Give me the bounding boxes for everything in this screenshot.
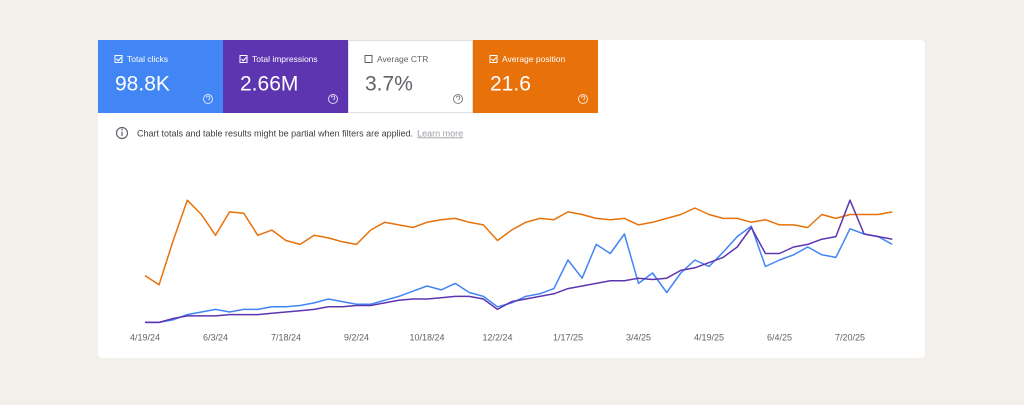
card-label: Average CTR	[377, 54, 428, 64]
card-value: 2.66M	[240, 73, 298, 96]
metric-card[interactable]: Average CTR 3.7%	[348, 40, 473, 113]
checkbox	[114, 55, 123, 63]
card-value: 21.6	[490, 73, 531, 96]
x-tick-label: 10/18/24	[409, 332, 444, 342]
panel	[98, 40, 925, 358]
checkmark	[241, 57, 247, 62]
help-icon-mark	[580, 95, 586, 101]
info-icon	[115, 126, 129, 140]
x-tick-label: 6/3/24	[203, 332, 228, 342]
help-icon-mark	[330, 95, 336, 101]
card-label: Average position	[502, 54, 565, 64]
help-icon-mark	[205, 95, 211, 101]
series-line	[144, 199, 893, 286]
card-label: Total impressions	[252, 54, 318, 64]
metric-card[interactable]: Total clicks 98.8K	[98, 40, 223, 113]
x-tick-label: 6/4/25	[767, 332, 792, 342]
x-tick-label: 3/4/25	[626, 332, 651, 342]
x-tick-label: 1/17/25	[553, 332, 583, 342]
x-tick-label: 7/18/24	[271, 332, 301, 342]
checkmark	[116, 57, 122, 62]
checkbox	[239, 55, 248, 63]
metric-card[interactable]: Total impressions 2.66M	[223, 40, 348, 113]
x-tick-label: 7/20/25	[835, 332, 865, 342]
help-icon	[578, 94, 588, 104]
checkbox	[489, 55, 498, 63]
learn-more-link[interactable]: Learn more	[417, 128, 463, 138]
card-background	[348, 40, 473, 113]
card-background	[223, 40, 348, 113]
card-background	[473, 40, 598, 113]
help-icon	[203, 94, 213, 104]
x-tick-label: 4/19/25	[694, 332, 724, 342]
checkmark	[491, 57, 497, 62]
card-value: 98.8K	[115, 73, 170, 96]
checkbox	[364, 55, 373, 63]
metric-card[interactable]: Average position 21.6	[473, 40, 598, 113]
x-tick-label: 9/2/24	[344, 332, 369, 342]
x-tick-label: 4/19/24	[130, 332, 160, 342]
series-line	[145, 199, 893, 324]
help-icon	[328, 94, 338, 104]
help-icon-mark	[455, 95, 461, 101]
card-border	[348, 40, 473, 113]
card-value: 3.7%	[365, 73, 413, 96]
card-background	[98, 40, 223, 113]
help-icon	[453, 94, 463, 104]
x-tick-label: 12/2/24	[482, 332, 512, 342]
card-label: Total clicks	[127, 54, 168, 64]
notice-text: Chart totals and table results might be …	[137, 128, 413, 138]
